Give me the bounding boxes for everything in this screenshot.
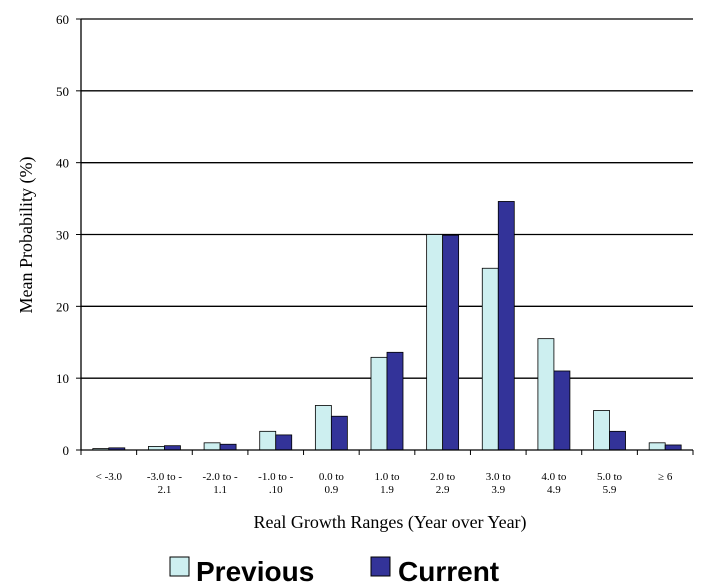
y-tick-label: 20 xyxy=(56,299,69,314)
bar-previous-2 xyxy=(203,442,221,451)
y-tick-label: 0 xyxy=(63,443,70,458)
legend-label-previous: Previous xyxy=(196,556,314,583)
x-tick-label: -2.0 to -1.1 xyxy=(203,471,238,496)
x-tick-label: -1.0 to -.10 xyxy=(258,471,293,496)
category-labels: < -3.0 -3.0 to -2.1 -2.0 to -1.1 -1.0 to -.… xyxy=(96,471,673,496)
bar-current-8 xyxy=(553,370,571,451)
bar-current-9 xyxy=(609,430,626,451)
x-tick-label: ≥ 6 xyxy=(658,471,673,483)
y-axis-title: Mean Probability (%) xyxy=(16,157,37,314)
y-tick-label: 30 xyxy=(56,228,69,243)
y-tick-labels: 0 10 20 30 40 50 60 xyxy=(56,12,69,458)
y-tick-label: 60 xyxy=(56,12,69,27)
x-tick-label: 3.0 to 3.9 xyxy=(486,471,512,496)
legend: Previous Current xyxy=(169,556,499,583)
gridlines xyxy=(76,18,693,451)
x-axis-title: Real Growth Ranges (Year over Year) xyxy=(253,512,526,533)
x-tick-label: 0.0 to 0.9 xyxy=(319,471,345,496)
bar-previous-3 xyxy=(259,430,277,451)
x-tick-label: -3.0 to -2.1 xyxy=(147,471,182,496)
x-tick-label: 1.0 to 1.9 xyxy=(374,471,400,496)
bar-previous-8 xyxy=(537,338,555,451)
x-tick-label: < -3.0 xyxy=(96,471,123,483)
x-tick-label: 5.0 to 5.9 xyxy=(597,471,623,496)
y-tick-label: 50 xyxy=(56,84,69,99)
bar-current-3 xyxy=(275,434,293,451)
bar-previous-9 xyxy=(593,410,610,451)
bar-previous-7 xyxy=(481,267,499,451)
x-tick-label: 2.0 to 2.9 xyxy=(430,471,456,496)
y-tick-label: 40 xyxy=(56,156,69,171)
bar-current-2 xyxy=(219,443,237,451)
x-tick-label: 4.0 to 4.9 xyxy=(541,471,567,496)
axes xyxy=(80,19,694,455)
legend-swatch-previous xyxy=(169,556,190,577)
bar-previous-10 xyxy=(648,442,666,451)
bar-previous-5 xyxy=(370,356,388,451)
bar-current-5 xyxy=(386,351,404,451)
bar-previous-6 xyxy=(426,234,444,451)
bar-current-4 xyxy=(330,415,348,451)
bar-previous-4 xyxy=(314,405,332,451)
legend-swatch-current xyxy=(370,556,391,577)
legend-label-current: Current xyxy=(398,556,499,583)
bars xyxy=(92,201,682,451)
bar-current-6 xyxy=(442,234,460,451)
bar-current-10 xyxy=(664,444,682,451)
bar-current-7 xyxy=(497,201,515,451)
y-tick-label: 10 xyxy=(56,371,69,386)
